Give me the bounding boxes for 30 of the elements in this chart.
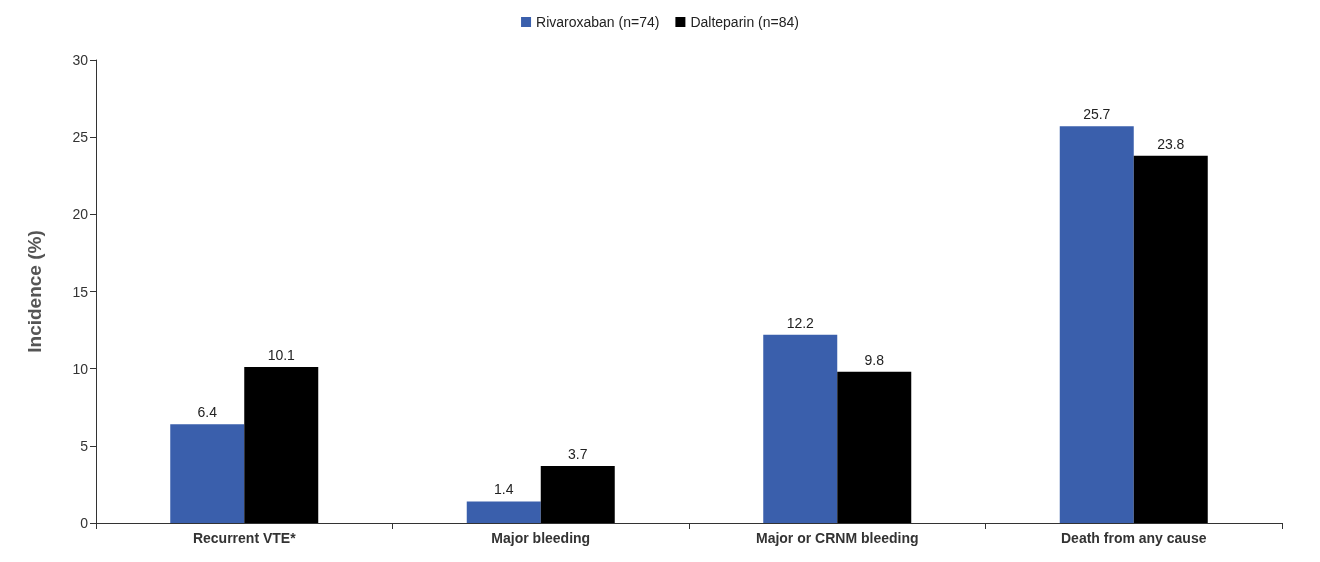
- x-tick-label: Recurrent VTE*: [192, 530, 297, 546]
- y-axis-title: Incidence (%): [24, 230, 45, 353]
- bar: [466, 501, 541, 523]
- data-label: 9.8: [864, 351, 885, 368]
- bar: [170, 424, 245, 523]
- bar: [244, 367, 319, 523]
- y-tick-label: 20: [72, 206, 89, 223]
- bar: [1059, 126, 1134, 523]
- data-label: 25.7: [1083, 106, 1111, 123]
- y-tick-label: 5: [80, 437, 89, 454]
- bar: [1133, 155, 1208, 523]
- data-label: 1.4: [494, 481, 514, 498]
- bar: [540, 465, 615, 523]
- y-tick-label: 30: [72, 52, 89, 68]
- data-label: 12.2: [786, 314, 815, 331]
- x-tick-label: Major bleeding: [491, 530, 591, 546]
- bar: [837, 371, 912, 523]
- x-tick-label: Major or CRNM bleeding: [755, 530, 919, 546]
- y-tick-label: 15: [72, 283, 89, 300]
- y-tick-label: 0: [80, 515, 89, 531]
- y-tick-label: 25: [72, 129, 89, 146]
- legend-label: Rivaroxaban (n=74): [536, 14, 660, 30]
- y-tick-label: 10: [72, 360, 89, 377]
- x-tick-label: Death from any cause: [1061, 530, 1207, 546]
- data-label: 3.7: [568, 445, 588, 462]
- legend-label: Dalteparin (n=84): [690, 14, 799, 30]
- bar: [763, 334, 838, 523]
- data-label: 10.1: [267, 347, 296, 364]
- data-label: 6.4: [197, 404, 218, 421]
- data-label: 23.8: [1157, 135, 1185, 152]
